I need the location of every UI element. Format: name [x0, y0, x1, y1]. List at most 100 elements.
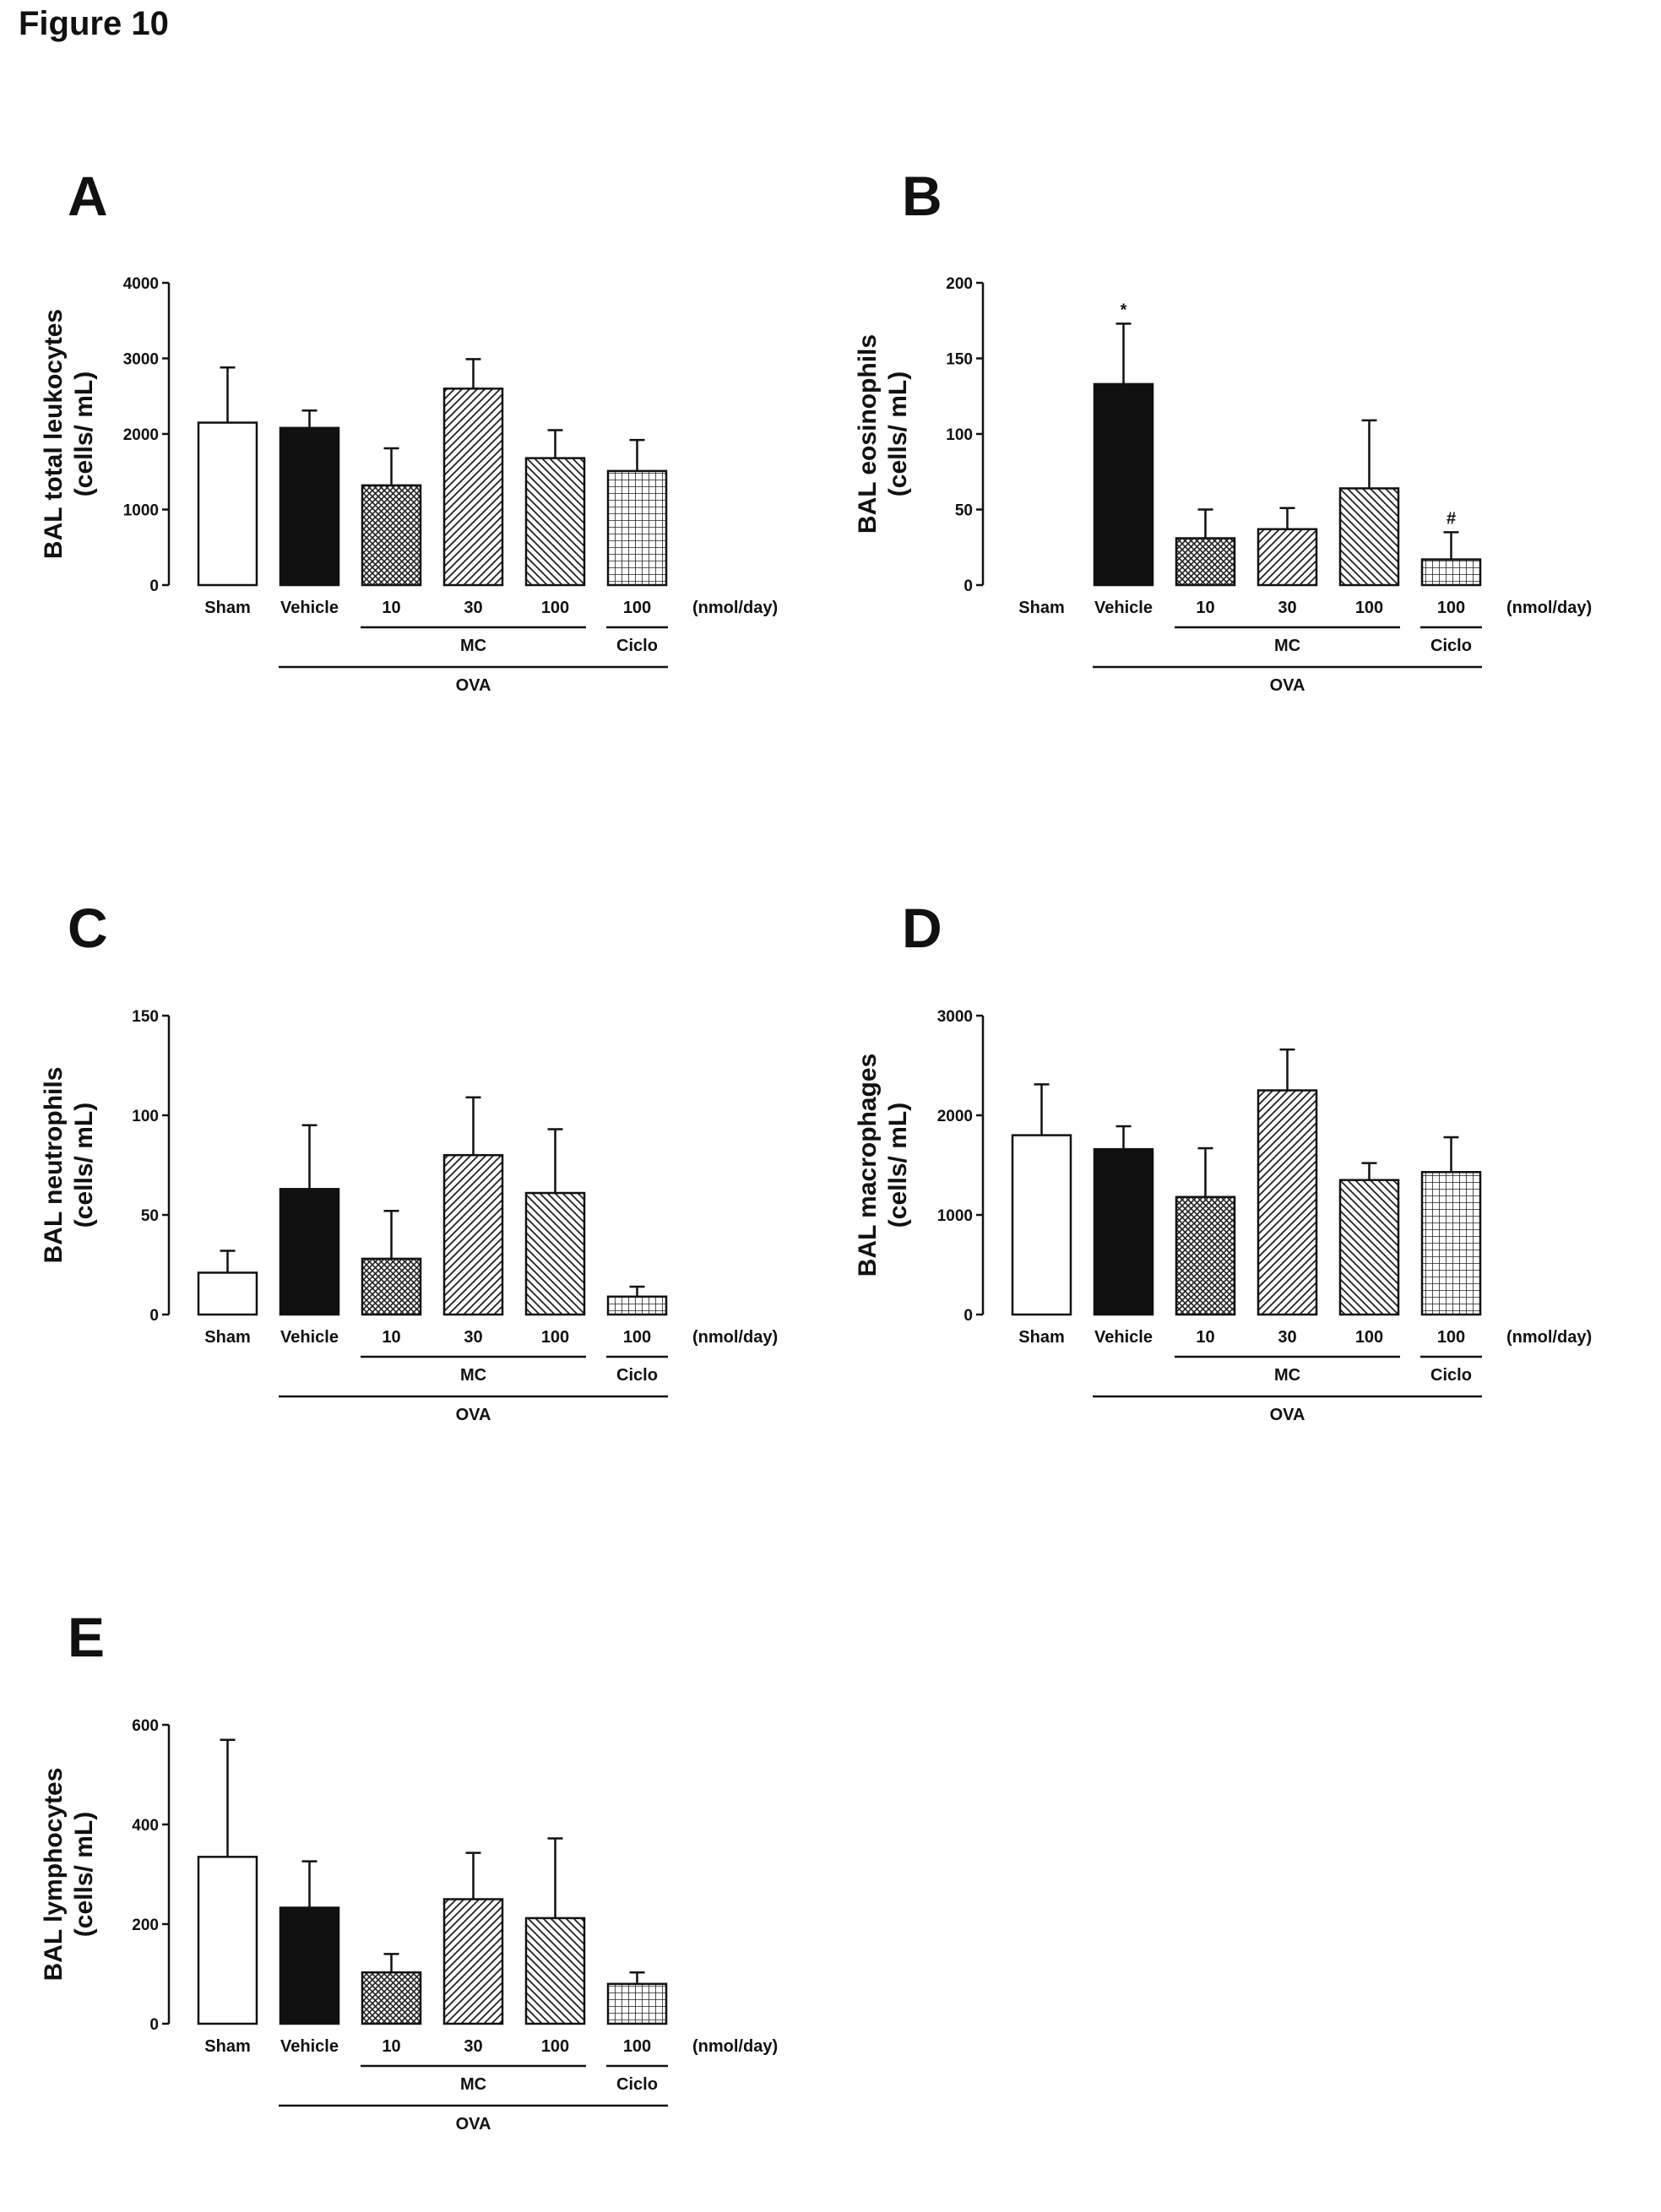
y-tick-label: 200	[946, 275, 973, 293]
bar	[279, 426, 340, 587]
panel-letter: A	[68, 165, 108, 227]
y-tick-label: 4000	[123, 275, 159, 293]
bar	[524, 457, 586, 587]
bar	[279, 1188, 340, 1316]
panel-letter: D	[902, 897, 942, 959]
x-category-label: Vehicle	[280, 599, 339, 617]
dose-unit-label: (nmol/day)	[692, 2037, 778, 2056]
x-category-label: 30	[464, 599, 482, 617]
ciclo-group-label: Ciclo	[1430, 637, 1472, 655]
bar	[1011, 1134, 1072, 1316]
dose-unit-label: (nmol/day)	[1506, 599, 1592, 617]
ova-group-label: OVA	[456, 2115, 491, 2133]
y-axis-label: BAL neutrophils	[40, 1067, 68, 1264]
chart-panel-e: E BAL lymphocytes (cells/ mL) 0 200 400 600 Sha…	[40, 1606, 778, 2133]
bar	[197, 1856, 258, 2025]
y-axis-units: (cells/ mL)	[70, 1812, 98, 1937]
mc-group-label: MC	[460, 1366, 486, 1385]
ova-group-label: OVA	[1270, 676, 1305, 695]
bar	[1257, 1089, 1318, 1316]
y-axis-label: BAL macrophages	[854, 1054, 882, 1277]
y-tick-label: 150	[946, 351, 973, 369]
y-axis-units: (cells/ mL)	[70, 371, 98, 496]
x-category-label: 30	[1278, 599, 1296, 617]
y-tick-label: 0	[963, 1307, 973, 1325]
mc-group-label: MC	[460, 637, 486, 655]
bar	[361, 1971, 422, 2025]
y-tick-label: 50	[141, 1207, 159, 1225]
y-axis-units: (cells/ mL)	[884, 1103, 912, 1228]
y-axis-label: BAL lymphocytes	[40, 1768, 68, 1982]
panel-letter: C	[68, 897, 108, 959]
y-tick-label: 0	[149, 1307, 159, 1325]
chart-panel-c: C BAL neutrophils (cells/ mL) 0 50 100 150 Sham…	[40, 897, 778, 1424]
y-axis-label: BAL eosinophils	[854, 334, 882, 534]
x-category-label: 100	[541, 599, 569, 617]
y-tick-label: 2000	[937, 1108, 973, 1125]
x-category-label: 10	[382, 1328, 400, 1347]
y-tick-label: 3000	[123, 351, 159, 369]
bar	[361, 1257, 422, 1316]
x-category-label: 30	[464, 2037, 482, 2056]
x-category-label: Sham	[204, 599, 250, 617]
bar	[361, 484, 422, 587]
panel-letter: B	[902, 165, 942, 227]
y-tick-label: 100	[946, 426, 973, 444]
x-category-label: 100	[1355, 599, 1383, 617]
bar	[442, 388, 504, 587]
x-category-label: Vehicle	[1094, 1328, 1153, 1347]
bar	[197, 1271, 258, 1316]
x-category-label: 30	[464, 1328, 482, 1347]
x-category-label: Sham	[1018, 599, 1064, 617]
x-category-label: Sham	[1018, 1328, 1064, 1347]
ova-group-label: OVA	[456, 676, 491, 695]
ciclo-group-label: Ciclo	[616, 637, 658, 655]
ciclo-group-label: Ciclo	[616, 2075, 658, 2094]
x-category-label: 100	[1437, 599, 1465, 617]
x-category-label: Vehicle	[280, 2037, 339, 2056]
bar	[606, 1982, 668, 2025]
x-category-label: 100	[623, 1328, 651, 1347]
x-category-label: 10	[1196, 1328, 1214, 1347]
y-tick-label: 0	[149, 2016, 159, 2034]
bar	[1175, 1195, 1236, 1316]
bar	[197, 421, 258, 587]
bar	[442, 1153, 504, 1316]
x-category-label: Sham	[204, 2037, 250, 2056]
y-tick-label: 50	[955, 502, 973, 520]
bar	[442, 1898, 504, 2025]
y-tick-label: 2000	[123, 426, 159, 444]
x-category-label: 100	[1437, 1328, 1465, 1347]
chart-panel-a: A BAL total leukocytes (cells/ mL) 0 1000 200…	[40, 165, 778, 695]
ova-group-label: OVA	[456, 1406, 491, 1424]
x-category-label: 100	[623, 2037, 651, 2056]
figure-title: Figure 10	[19, 5, 169, 42]
bar	[1420, 1171, 1482, 1316]
x-category-label: 10	[1196, 599, 1214, 617]
x-category-label: 10	[382, 599, 400, 617]
mc-group-label: MC	[1274, 637, 1300, 655]
bar	[1175, 537, 1236, 587]
bar	[1338, 1179, 1400, 1316]
bar	[524, 1917, 586, 2025]
bar	[524, 1191, 586, 1316]
mc-group-label: MC	[1274, 1366, 1300, 1385]
significance-marker: #	[1447, 509, 1456, 528]
mc-group-label: MC	[460, 2075, 486, 2094]
x-category-label: 10	[382, 2037, 400, 2056]
chart-panel-d: D BAL macrophages (cells/ mL) 0 1000 2000 3000…	[854, 897, 1592, 1424]
dose-unit-label: (nmol/day)	[692, 1328, 778, 1347]
ciclo-group-label: Ciclo	[1430, 1366, 1472, 1385]
y-tick-label: 0	[149, 577, 159, 595]
x-category-label: Vehicle	[1094, 599, 1153, 617]
bar	[606, 1295, 668, 1316]
y-tick-label: 150	[132, 1008, 159, 1026]
bar	[1257, 528, 1318, 587]
x-category-label: 100	[541, 1328, 569, 1347]
bar	[1093, 382, 1154, 587]
x-category-label: 100	[1355, 1328, 1383, 1347]
y-tick-label: 0	[963, 577, 973, 595]
bar	[1420, 558, 1482, 587]
x-category-label: 100	[623, 599, 651, 617]
x-category-label: 100	[541, 2037, 569, 2056]
